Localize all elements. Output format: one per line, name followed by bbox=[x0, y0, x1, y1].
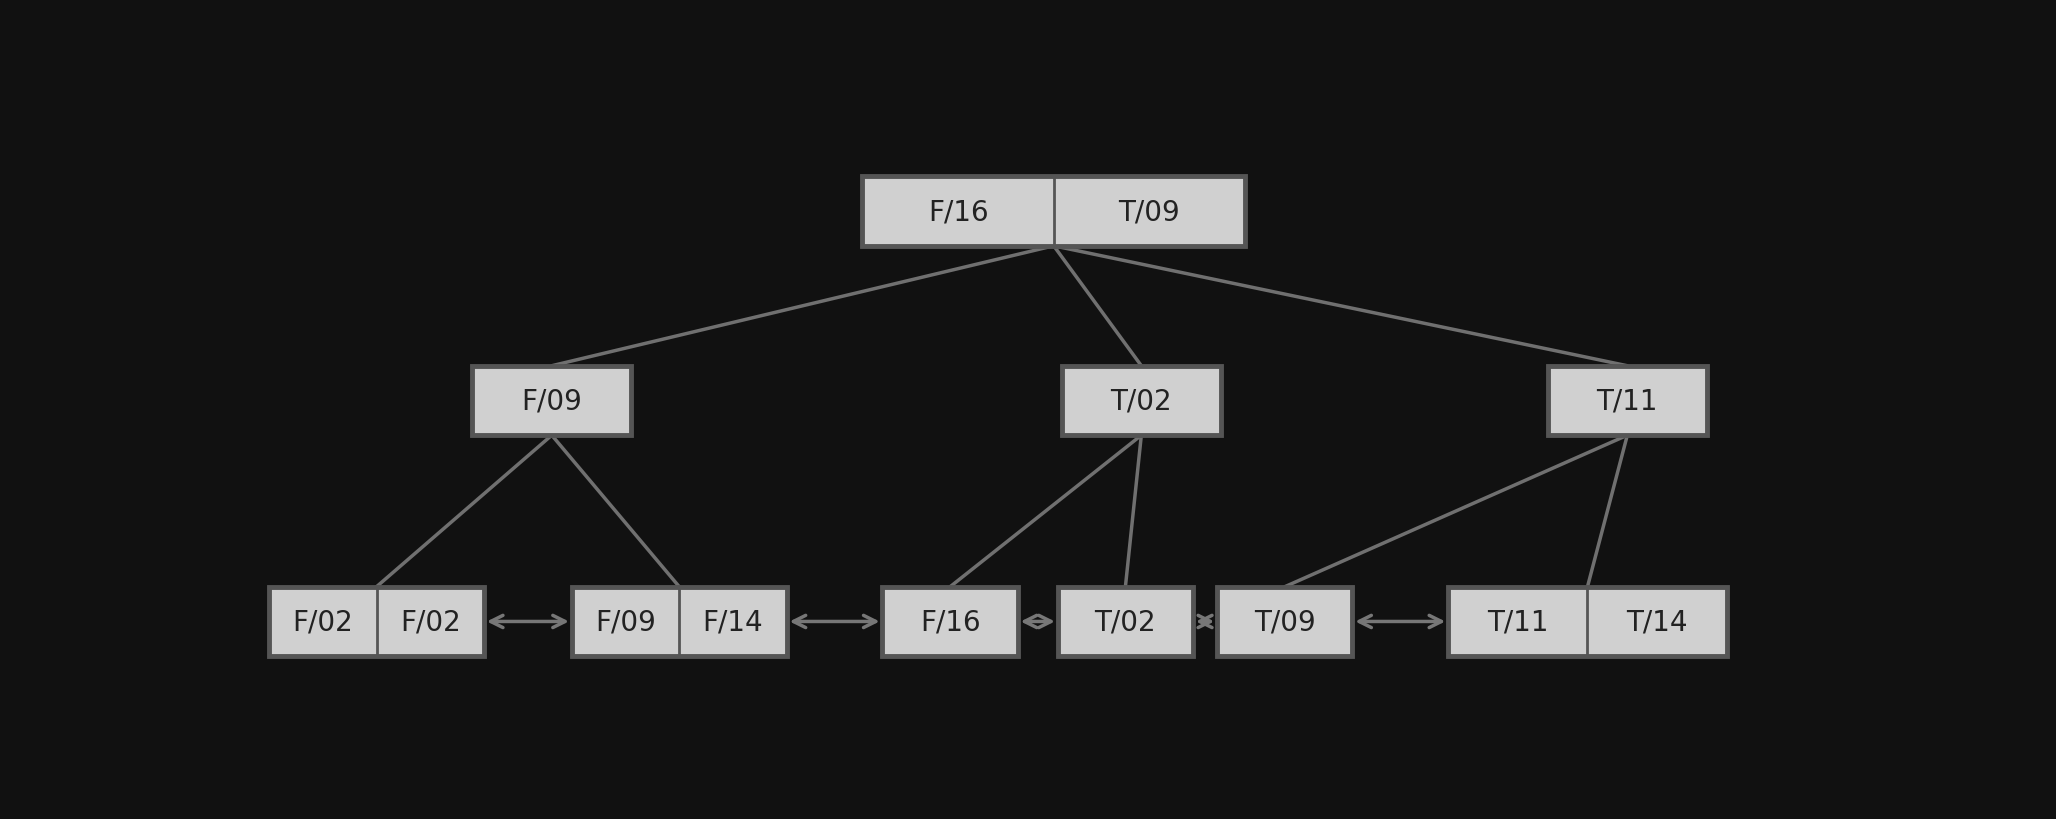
Bar bbox=[1057, 587, 1192, 656]
Text: F/02: F/02 bbox=[292, 608, 354, 636]
Bar bbox=[1548, 366, 1706, 436]
Text: T/09: T/09 bbox=[1118, 198, 1180, 226]
Text: T/14: T/14 bbox=[1626, 608, 1688, 636]
Text: F/02: F/02 bbox=[401, 608, 461, 636]
Text: F/16: F/16 bbox=[927, 198, 989, 226]
Text: T/02: T/02 bbox=[1110, 387, 1172, 415]
Bar bbox=[1447, 587, 1727, 656]
Bar bbox=[1061, 366, 1221, 436]
Bar bbox=[473, 366, 631, 436]
Bar bbox=[269, 587, 483, 656]
Bar bbox=[882, 587, 1018, 656]
Text: T/11: T/11 bbox=[1486, 608, 1548, 636]
Bar bbox=[864, 177, 1246, 247]
Text: T/02: T/02 bbox=[1094, 608, 1155, 636]
Bar bbox=[1217, 587, 1353, 656]
Text: F/16: F/16 bbox=[919, 608, 981, 636]
Text: F/14: F/14 bbox=[703, 608, 763, 636]
Text: F/09: F/09 bbox=[594, 608, 656, 636]
Bar bbox=[572, 587, 787, 656]
Text: T/09: T/09 bbox=[1254, 608, 1316, 636]
Text: F/09: F/09 bbox=[522, 387, 582, 415]
Text: T/11: T/11 bbox=[1598, 387, 1657, 415]
